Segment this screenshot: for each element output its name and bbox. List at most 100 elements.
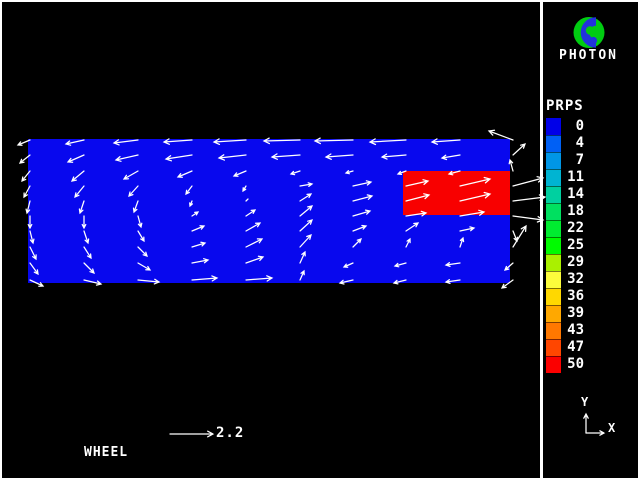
velocity-vector [245, 222, 262, 232]
velocity-vector [162, 138, 193, 145]
velocity-vector [112, 139, 139, 146]
legend-value: 36 [567, 288, 584, 304]
velocity-vector [396, 170, 407, 176]
velocity-vector [137, 215, 143, 229]
legend-value: 50 [567, 356, 584, 372]
velocity-vector [16, 139, 31, 146]
velocity-vector [212, 138, 247, 146]
velocity-vector [83, 279, 103, 286]
velocity-vector [185, 185, 193, 196]
legend-row: 4 [546, 135, 584, 152]
velocity-vector [189, 200, 194, 208]
legend-swatch [546, 288, 561, 305]
logo-green-tongue [585, 26, 595, 35]
legend-row: 47 [546, 339, 584, 356]
velocity-vector [405, 193, 431, 202]
velocity-vector [392, 279, 407, 285]
velocity-vector [21, 170, 31, 183]
velocity-vector [64, 139, 85, 146]
legend-swatch [546, 220, 561, 237]
velocity-vector [459, 191, 492, 202]
velocity-vector [66, 154, 85, 163]
velocity-vector [447, 170, 461, 176]
velocity-vector [313, 137, 354, 145]
legend-value: 47 [567, 339, 584, 355]
velocity-vector [585, 430, 606, 436]
velocity-vector [338, 279, 354, 285]
velocity-vector [500, 279, 514, 289]
velocity-vector [487, 129, 514, 141]
vector-scale-value: 2.2 [216, 425, 245, 441]
legend-swatch [546, 305, 561, 322]
velocity-vector [512, 230, 519, 243]
velocity-vector [299, 182, 314, 188]
velocity-vector [122, 170, 139, 180]
velocity-vector [512, 143, 526, 156]
velocity-vector [352, 224, 368, 232]
legend-value: 14 [567, 186, 584, 202]
app-name: PHOTON [559, 48, 618, 63]
velocity-vector [245, 255, 265, 264]
velocity-vector [444, 261, 461, 268]
legend-swatch [546, 356, 561, 373]
legend-row: 11 [546, 169, 584, 186]
velocity-vector [512, 176, 545, 187]
velocity-vector [29, 262, 39, 276]
legend-title: PRPS [546, 98, 584, 114]
legend-row: 22 [546, 220, 584, 237]
axis-x-label: X [608, 421, 616, 435]
velocity-vector [352, 209, 372, 217]
velocity-vector [245, 275, 274, 282]
legend-value: 7 [575, 152, 584, 168]
velocity-vector [440, 154, 461, 161]
legend-swatch [546, 271, 561, 288]
legend-row: 14 [546, 186, 584, 203]
legend-row: 25 [546, 237, 584, 254]
velocity-vector [459, 236, 465, 248]
legend-value: 39 [567, 305, 584, 321]
legend-swatch [546, 186, 561, 203]
velocity-vector [137, 278, 161, 285]
velocity-vector [29, 230, 35, 245]
legend-row: 36 [546, 288, 584, 305]
velocity-vector [508, 158, 514, 172]
logo-blue-hook [589, 36, 598, 45]
legend-row: 43 [546, 322, 584, 339]
velocity-vector [405, 222, 420, 232]
legend-row: 0 [546, 118, 584, 135]
legend-value: 25 [567, 237, 584, 253]
velocity-vector [137, 230, 145, 243]
velocity-vector [299, 205, 314, 217]
velocity-vector [405, 237, 411, 248]
velocity-vector [242, 185, 247, 193]
velocity-vector [512, 215, 545, 223]
legend-row: 32 [546, 271, 584, 288]
velocity-vector [380, 153, 407, 160]
velocity-vector [503, 262, 514, 271]
legend-value: 29 [567, 254, 584, 270]
velocity-vector [114, 154, 139, 162]
velocity-vector [81, 215, 87, 230]
velocity-vector [405, 210, 428, 217]
velocity-vector [368, 138, 407, 146]
legend-value: 22 [567, 220, 584, 236]
legend-swatch [546, 322, 561, 339]
velocity-vector [344, 170, 354, 175]
velocity-vector [299, 250, 306, 264]
velocity-vector [299, 219, 313, 232]
velocity-vector [18, 154, 31, 164]
velocity-vector [191, 211, 200, 217]
velocity-vector [132, 200, 139, 214]
velocity-vector [137, 262, 152, 271]
velocity-vector [299, 234, 312, 248]
velocity-vector [352, 180, 373, 187]
velocity-vector [405, 179, 430, 187]
velocity-vector [324, 153, 354, 160]
panel-separator [540, 0, 543, 480]
velocity-vector [232, 170, 247, 177]
velocity-vector [262, 137, 301, 145]
velocity-vector [459, 209, 486, 217]
legend-value: 11 [567, 169, 584, 185]
